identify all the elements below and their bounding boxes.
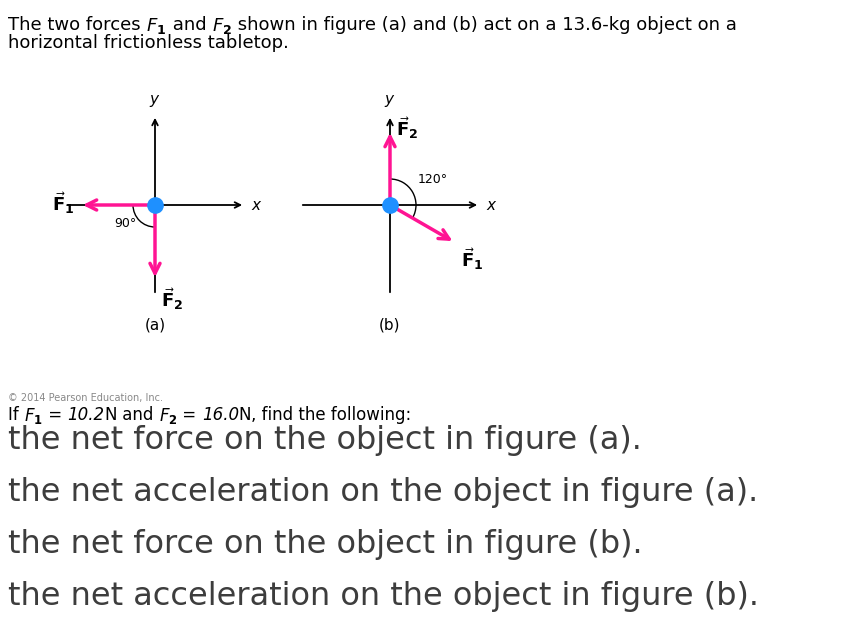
Text: N: N <box>239 406 252 424</box>
Text: (a): (a) <box>145 317 165 332</box>
Text: and: and <box>167 16 212 34</box>
Text: 16.0: 16.0 <box>202 406 239 424</box>
Text: $\vec{\mathbf{F}}_{\mathbf{1}}$: $\vec{\mathbf{F}}_{\mathbf{1}}$ <box>461 246 484 272</box>
Text: N: N <box>104 406 117 424</box>
Text: 10.2: 10.2 <box>68 406 104 424</box>
Text: (b): (b) <box>379 317 401 332</box>
Text: $\mathbf{\mathit{F}}_{\mathbf{1}}$: $\mathbf{\mathit{F}}_{\mathbf{1}}$ <box>146 16 167 36</box>
Text: $\vec{\mathbf{F}}_{\mathbf{2}}$: $\vec{\mathbf{F}}_{\mathbf{2}}$ <box>396 115 419 141</box>
Text: $x$: $x$ <box>486 198 497 212</box>
Text: © 2014 Pearson Education, Inc.: © 2014 Pearson Education, Inc. <box>8 393 163 403</box>
Text: , find the following:: , find the following: <box>252 406 412 424</box>
Text: $y$: $y$ <box>384 93 395 109</box>
Text: the net force on the object in figure (a).: the net force on the object in figure (a… <box>8 425 642 456</box>
Text: horizontal frictionless tabletop.: horizontal frictionless tabletop. <box>8 34 288 52</box>
Text: $\mathbf{\mathit{F}}_{\mathbf{1}}$: $\mathbf{\mathit{F}}_{\mathbf{1}}$ <box>24 406 43 426</box>
Text: $\vec{\mathbf{F}}_{\mathbf{1}}$: $\vec{\mathbf{F}}_{\mathbf{1}}$ <box>51 190 74 216</box>
Text: the net force on the object in figure (b).: the net force on the object in figure (b… <box>8 529 643 560</box>
Text: If: If <box>8 406 24 424</box>
Text: the net acceleration on the object in figure (a).: the net acceleration on the object in fi… <box>8 477 758 508</box>
Text: 90°: 90° <box>114 217 136 230</box>
Text: and: and <box>117 406 158 424</box>
Text: =: = <box>43 406 68 424</box>
Text: $\vec{\mathbf{F}}_{\mathbf{2}}$: $\vec{\mathbf{F}}_{\mathbf{2}}$ <box>161 286 183 312</box>
Text: 120°: 120° <box>418 173 449 186</box>
Text: $\mathbf{\mathit{F}}_{\mathbf{2}}$: $\mathbf{\mathit{F}}_{\mathbf{2}}$ <box>212 16 233 36</box>
Text: the net acceleration on the object in figure (b).: the net acceleration on the object in fi… <box>8 581 759 612</box>
Text: $x$: $x$ <box>251 198 263 212</box>
Text: $y$: $y$ <box>149 93 161 109</box>
Text: =: = <box>177 406 202 424</box>
Text: The two forces: The two forces <box>8 16 146 34</box>
Text: shown in figure (a) and (b) act on a 13.6-kg object on a: shown in figure (a) and (b) act on a 13.… <box>233 16 737 34</box>
Text: $\mathbf{\mathit{F}}_{\mathbf{2}}$: $\mathbf{\mathit{F}}_{\mathbf{2}}$ <box>158 406 177 426</box>
